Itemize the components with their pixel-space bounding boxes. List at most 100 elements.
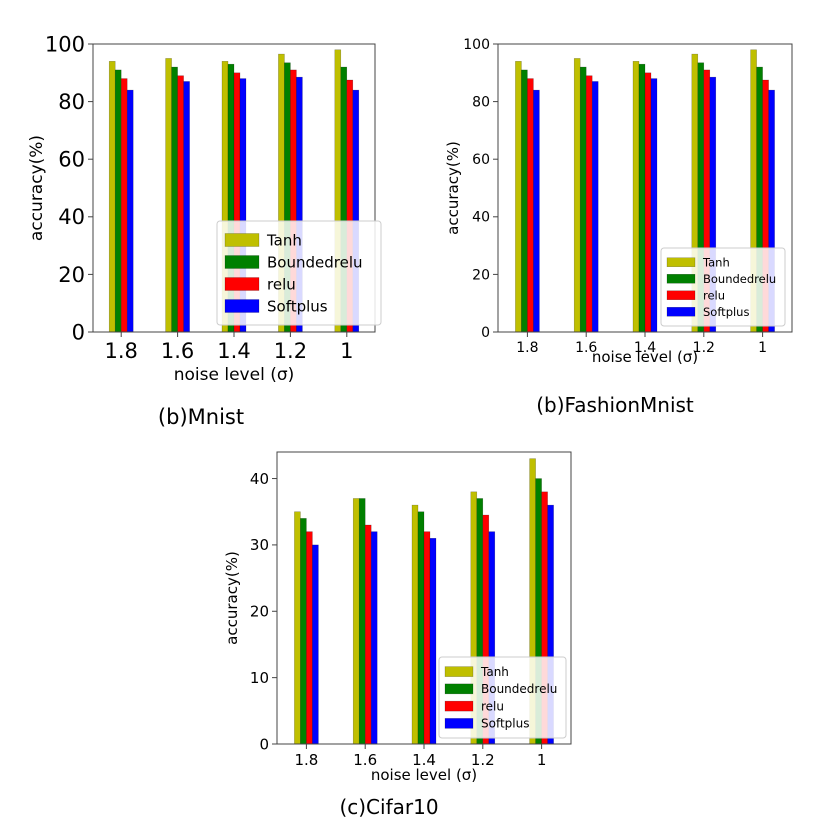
legend-swatch	[666, 257, 696, 267]
x-axis-label: noise level (σ)	[174, 365, 295, 385]
bar	[370, 531, 378, 745]
legend-box	[438, 656, 567, 739]
bar	[306, 531, 313, 745]
legend-swatch	[444, 683, 474, 695]
x-axis-label: noise level (σ)	[592, 348, 698, 366]
y-tick-label: 80	[472, 95, 490, 111]
y-tick-label: 60	[472, 152, 490, 168]
chart-panel: 0 20 40 60 80 100 1.8 1.6 1.4 1.2 1 noise level (σ)…	[444, 37, 793, 417]
legend-label: Softplus	[703, 305, 749, 319]
legend-label: relu	[703, 288, 725, 302]
x-tick-label: 1.8	[294, 751, 318, 769]
bar	[364, 524, 372, 745]
y-tick-label: 40	[250, 470, 269, 488]
legend-swatch	[224, 277, 260, 291]
legend-swatch	[666, 274, 696, 284]
legend-swatch	[224, 233, 260, 247]
legend: Tanh Boundedrelu relu Softplus	[660, 247, 786, 327]
y-tick-label: 0	[72, 320, 85, 344]
x-tick-label: 1.4	[412, 751, 436, 769]
panel-caption: (b)Mnist	[158, 405, 244, 429]
chart-panel: 0 10 20 30 40 1.8 1.6 1.4 1.2 1 noise level (σ) acc…	[223, 451, 572, 819]
bar	[120, 78, 128, 333]
legend-label: Tanh	[266, 231, 302, 249]
bar	[312, 544, 319, 745]
legend-label: relu	[481, 699, 504, 713]
chart-panel: 0 20 40 60 80 100 1.8 1.6 1.4 1.2 1 noise level (σ)…	[27, 32, 382, 429]
y-tick-label: 30	[250, 536, 269, 554]
bar	[108, 61, 116, 333]
x-tick-label: 1.2	[274, 339, 307, 363]
x-tick-label: 1.2	[471, 751, 495, 769]
x-tick-label: 1	[758, 340, 767, 356]
y-tick-label: 10	[250, 669, 269, 687]
legend-label: Boundedrelu	[481, 682, 557, 696]
x-tick-label: 1.4	[217, 339, 250, 363]
legend: Tanh Boundedrelu relu Softplus	[216, 220, 382, 326]
legend-swatch	[666, 290, 696, 300]
bar	[521, 69, 528, 333]
legend-label: Boundedrelu	[267, 253, 363, 271]
y-tick-label: 40	[472, 210, 490, 226]
y-tick-label: 20	[250, 603, 269, 621]
y-axis-label: accuracy(%)	[223, 551, 241, 645]
y-tick-label: 0	[481, 325, 490, 341]
legend-swatch	[224, 299, 260, 313]
bar	[423, 531, 431, 745]
bar	[579, 66, 587, 333]
bar	[114, 69, 122, 333]
y-tick-label: 100	[45, 32, 85, 56]
legend-label: relu	[267, 275, 296, 293]
legend-swatch	[666, 307, 696, 317]
legend-swatch	[444, 700, 474, 712]
bar	[429, 538, 437, 745]
x-tick-label: 1.2	[693, 340, 715, 356]
y-tick-label: 40	[58, 205, 85, 229]
x-tick-label: 1.8	[516, 340, 538, 356]
panel-caption: (c)Cifar10	[339, 795, 438, 819]
bar	[352, 498, 360, 745]
bar	[644, 72, 652, 333]
bar	[177, 75, 184, 333]
legend-label: Tanh	[480, 665, 509, 679]
bar	[417, 511, 425, 745]
y-tick-label: 100	[463, 37, 490, 53]
y-axis-label: accuracy(%)	[444, 141, 462, 235]
x-tick-label: 1.8	[104, 339, 137, 363]
y-tick-label: 20	[472, 267, 490, 283]
bar	[533, 89, 540, 333]
x-tick-label: 1.6	[575, 340, 597, 356]
bar	[165, 58, 172, 333]
x-tick-label: 1.6	[353, 751, 377, 769]
legend-label: Softplus	[267, 297, 328, 315]
y-tick-label: 0	[259, 735, 269, 753]
x-tick-label: 1	[537, 751, 547, 769]
legend-swatch	[444, 718, 474, 729]
legend-swatch	[444, 666, 474, 677]
y-tick-label: 20	[58, 263, 85, 287]
bar	[358, 498, 366, 745]
x-tick-label: 1.6	[161, 339, 194, 363]
bar	[515, 61, 522, 333]
bar	[591, 81, 599, 333]
bar	[527, 78, 534, 333]
legend: Tanh Boundedrelu relu Softplus	[438, 656, 567, 739]
bar	[171, 66, 178, 333]
y-tick-label: 80	[58, 90, 85, 114]
legend-box	[660, 247, 786, 327]
x-axis-label: noise level (σ)	[371, 766, 477, 784]
legend-swatch	[224, 255, 260, 269]
x-tick-label: 1.4	[634, 340, 656, 356]
legend-label: Tanh	[702, 255, 730, 269]
bar	[650, 78, 658, 333]
legend-label: Softplus	[481, 717, 530, 731]
panel-caption: (b)FashionMnist	[536, 393, 694, 417]
bar	[294, 511, 301, 745]
legend-box	[216, 220, 382, 326]
bar	[126, 89, 134, 333]
bar	[573, 58, 581, 333]
bar	[411, 504, 419, 745]
bar	[300, 518, 307, 745]
bar	[585, 75, 593, 333]
